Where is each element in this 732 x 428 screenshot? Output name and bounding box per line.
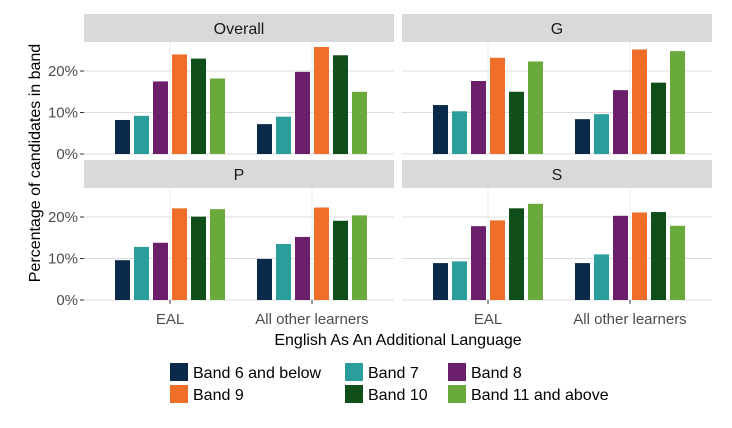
legend-item-band-11-and-above: Band 11 and above bbox=[448, 385, 609, 404]
y-tick-label: 20% bbox=[48, 63, 78, 80]
x-tick-label: EAL bbox=[474, 311, 502, 328]
bar-s-all-other-learners-band-9 bbox=[632, 212, 647, 300]
legend-swatch bbox=[170, 385, 188, 403]
y-tick-label: 10% bbox=[48, 251, 78, 268]
panel-title: G bbox=[551, 21, 563, 38]
bar-overall-all-other-learners-band-10 bbox=[333, 55, 348, 154]
legend-swatch bbox=[170, 363, 188, 381]
bar-g-eal-band-8 bbox=[471, 80, 486, 154]
legend-item-band-6-and-below: Band 6 and below bbox=[170, 363, 322, 382]
bar-g-eal-band-10 bbox=[509, 91, 524, 154]
bar-p-eal-band-6-and-below bbox=[115, 260, 130, 300]
bar-s-eal-band-8 bbox=[471, 226, 486, 300]
bar-overall-all-other-learners-band-9 bbox=[314, 46, 329, 154]
bar-overall-all-other-learners-band-7 bbox=[276, 116, 291, 154]
bar-g-eal-band-6-and-below bbox=[433, 105, 448, 154]
panel-strip bbox=[402, 14, 712, 42]
bar-p-all-other-learners-band-7 bbox=[276, 244, 291, 300]
y-axis-title: Percentage of candidates in band bbox=[27, 44, 44, 282]
panel-strip bbox=[402, 160, 712, 188]
panel-title: P bbox=[234, 167, 245, 184]
legend: Band 6 and below Band 7 Band 8 Band 9 Band 1… bbox=[170, 363, 609, 404]
bar-overall-all-other-learners-band-11-and-above bbox=[352, 91, 367, 154]
legend-item-band-8: Band 8 bbox=[448, 363, 522, 382]
bar-s-eal-band-9 bbox=[490, 220, 505, 300]
legend-swatch bbox=[345, 363, 363, 381]
bar-g-eal-band-7 bbox=[452, 111, 467, 154]
legend-label: Band 11 and above bbox=[471, 387, 609, 404]
chart-axes: Percentage of candidates in band English… bbox=[27, 44, 522, 349]
y-tick-label: 0% bbox=[56, 292, 78, 309]
bar-p-eal-band-10 bbox=[191, 216, 206, 300]
legend-item-band-10: Band 10 bbox=[345, 385, 428, 404]
legend-label: Band 9 bbox=[193, 387, 244, 404]
bar-g-all-other-learners-band-7 bbox=[594, 114, 609, 154]
bar-s-all-other-learners-band-6-and-below bbox=[575, 263, 590, 300]
panel-title: Overall bbox=[214, 21, 265, 38]
panel-overall: Overall 0% 10% 20% bbox=[48, 14, 394, 163]
bar-p-all-other-learners-band-10 bbox=[333, 220, 348, 300]
bar-s-eal-band-10 bbox=[509, 208, 524, 300]
y-tick-label: 0% bbox=[56, 146, 78, 163]
bar-g-all-other-learners-band-10 bbox=[651, 82, 666, 154]
bar-g-eal-band-11-and-above bbox=[528, 61, 543, 155]
panel-s: S EAL All other learners bbox=[402, 160, 712, 328]
bar-g-all-other-learners-band-8 bbox=[613, 90, 628, 154]
bar-p-all-other-learners-band-9 bbox=[314, 207, 329, 300]
panel-g: G bbox=[402, 14, 712, 155]
bar-overall-all-other-learners-band-6-and-below bbox=[257, 124, 272, 154]
bar-p-all-other-learners-band-6-and-below bbox=[257, 258, 272, 300]
legend-label: Band 6 and below bbox=[193, 365, 322, 382]
bar-s-all-other-learners-band-7 bbox=[594, 254, 609, 300]
bar-g-all-other-learners-band-9 bbox=[632, 49, 647, 154]
x-tick-label: EAL bbox=[156, 311, 184, 328]
bar-overall-eal-band-9 bbox=[172, 54, 187, 154]
bar-overall-eal-band-8 bbox=[153, 81, 168, 154]
bar-s-eal-band-6-and-below bbox=[433, 263, 448, 300]
x-axis-title: English As An Additional Language bbox=[274, 332, 521, 349]
legend-swatch bbox=[448, 363, 466, 381]
y-tick-label: 20% bbox=[48, 209, 78, 226]
panel-title: S bbox=[552, 167, 563, 184]
bar-g-all-other-learners-band-11-and-above bbox=[670, 51, 685, 154]
bar-p-eal-band-9 bbox=[172, 208, 187, 300]
x-tick-label: All other learners bbox=[255, 311, 368, 328]
legend-item-band-9: Band 9 bbox=[170, 385, 244, 404]
bar-p-eal-band-11-and-above bbox=[210, 209, 225, 300]
bar-s-all-other-learners-band-8 bbox=[613, 215, 628, 300]
x-tick-label: All other learners bbox=[573, 311, 686, 328]
chart-panels: Overall 0% 10% 20% G P 0% 10% 20% EAL All other le… bbox=[48, 14, 712, 328]
bar-p-eal-band-8 bbox=[153, 242, 168, 300]
bar-overall-eal-band-10 bbox=[191, 58, 206, 155]
legend-label: Band 7 bbox=[368, 365, 419, 382]
bar-overall-eal-band-7 bbox=[134, 115, 149, 154]
legend-label: Band 10 bbox=[368, 387, 428, 404]
bar-s-all-other-learners-band-10 bbox=[651, 212, 666, 300]
panel-strip bbox=[84, 14, 394, 42]
bar-g-all-other-learners-band-6-and-below bbox=[575, 119, 590, 154]
bar-p-eal-band-7 bbox=[134, 246, 149, 300]
panel-p: P 0% 10% 20% EAL All other learners bbox=[48, 160, 394, 328]
bar-p-all-other-learners-band-8 bbox=[295, 236, 310, 300]
y-tick-label: 10% bbox=[48, 105, 78, 122]
bar-s-eal-band-11-and-above bbox=[528, 203, 543, 300]
bar-overall-eal-band-11-and-above bbox=[210, 78, 225, 154]
legend-swatch bbox=[448, 385, 466, 403]
legend-swatch bbox=[345, 385, 363, 403]
bar-overall-all-other-learners-band-8 bbox=[295, 71, 310, 154]
legend-item-band-7: Band 7 bbox=[345, 363, 419, 382]
bar-overall-eal-band-6-and-below bbox=[115, 119, 130, 154]
panel-strip bbox=[84, 160, 394, 188]
bar-s-all-other-learners-band-11-and-above bbox=[670, 225, 685, 300]
legend-label: Band 8 bbox=[471, 365, 522, 382]
bar-p-all-other-learners-band-11-and-above bbox=[352, 215, 367, 300]
bar-g-eal-band-9 bbox=[490, 57, 505, 154]
bar-s-eal-band-7 bbox=[452, 261, 467, 300]
